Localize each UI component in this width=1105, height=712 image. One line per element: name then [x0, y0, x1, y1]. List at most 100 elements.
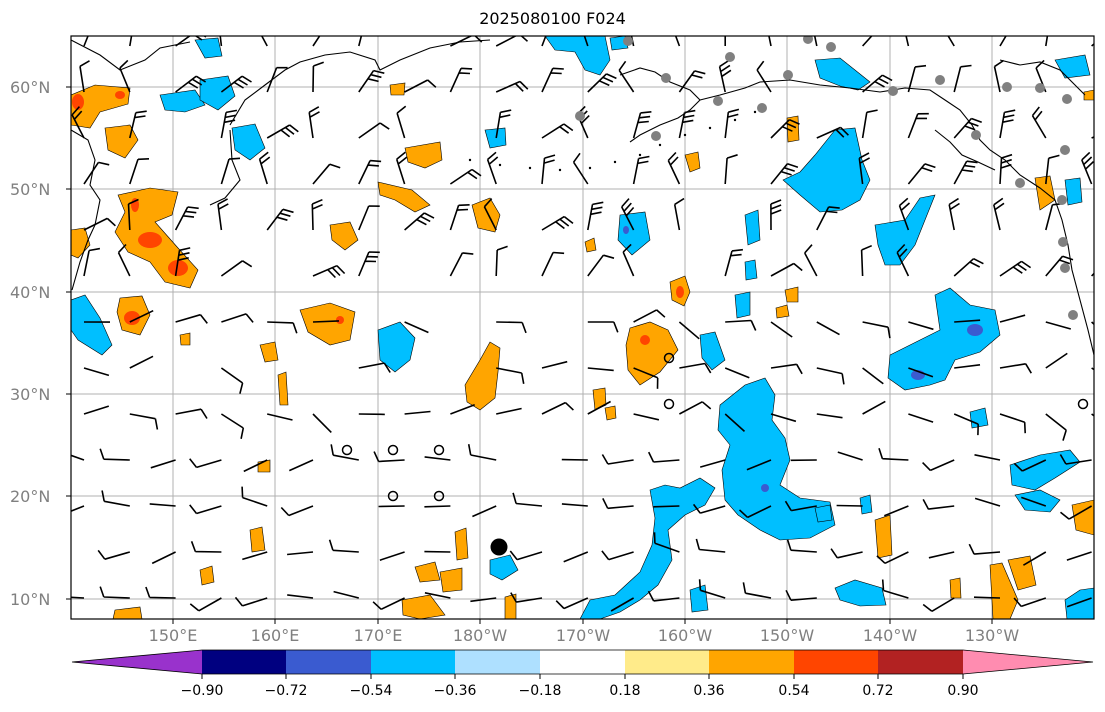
lon-label: 160°E [250, 626, 300, 645]
wind-barb [724, 367, 750, 379]
wind-barb [151, 551, 176, 565]
wind-barb [953, 413, 979, 436]
wind-barb [101, 490, 130, 507]
wind-barb [928, 551, 955, 559]
wind-barb [572, 152, 589, 185]
wind-barb [483, 198, 497, 231]
wind-barb [496, 407, 522, 415]
wind-barb [673, 197, 685, 231]
wind-barb [1066, 597, 1092, 608]
wind-barb [175, 313, 208, 324]
wind-barb [858, 152, 870, 185]
wind-barb [770, 363, 803, 375]
wind-barb [541, 251, 565, 277]
wind-barb [678, 321, 700, 340]
wind-barb [803, 244, 818, 277]
wind-barb [150, 459, 176, 469]
wind-barb [280, 505, 314, 517]
wind-barb [653, 532, 680, 553]
wind-barb [189, 458, 222, 469]
colorbar-segment [455, 650, 540, 674]
wind-barb [486, 151, 499, 185]
strong-positive-cores [72, 91, 684, 345]
wind-barb [907, 163, 936, 185]
wind-barb [1013, 597, 1047, 608]
wind-barb [724, 248, 743, 277]
wind-barb [217, 198, 229, 231]
colorbar-extend-right [963, 650, 1093, 674]
wind-barb [768, 36, 772, 47]
wind-barb [601, 454, 634, 465]
wind-barb [908, 321, 934, 331]
wind-barb [633, 367, 659, 389]
lat-label: 60°N [10, 78, 51, 97]
wind-barb [632, 155, 650, 185]
colorbar-tick-label: −0.54 [349, 683, 393, 699]
wind-barb [449, 168, 482, 185]
wind-barb [404, 79, 437, 93]
wind-barb [119, 59, 131, 93]
wind-barb [145, 586, 176, 599]
wind-barb [1045, 154, 1060, 185]
colorbar-segment [878, 650, 963, 674]
wind-barb [785, 589, 817, 601]
wind-barb [816, 206, 840, 231]
wind-barb [896, 243, 910, 277]
wind-barb [495, 80, 529, 93]
wind-barb [953, 64, 972, 93]
wind-barb [725, 319, 757, 331]
wind-barb [816, 321, 840, 336]
wind-barb [328, 539, 359, 553]
wind-barb [770, 262, 803, 277]
wind-barb [83, 247, 101, 277]
lat-label: 40°N [10, 283, 51, 302]
wind-barb [129, 413, 159, 430]
gridlines [71, 36, 1094, 619]
wind-barb [724, 154, 738, 185]
lon-label: 160°W [657, 626, 713, 645]
wind-barb [698, 579, 726, 599]
wind-barb [633, 413, 660, 421]
wind-barb [312, 36, 321, 47]
wind-barb [770, 163, 799, 185]
colorbar-segment [540, 650, 625, 674]
wind-barb [267, 413, 293, 421]
wind-barb [816, 413, 843, 419]
wind-barb [1081, 151, 1094, 185]
wind-barb [312, 264, 346, 279]
wind-barb [467, 444, 497, 461]
colorbar-segment [625, 650, 710, 674]
wind-barb [587, 321, 619, 333]
wind-barb [404, 410, 431, 415]
wind-barb [496, 321, 527, 334]
wind-barb [71, 505, 85, 512]
wind-barb [881, 579, 909, 599]
wind-barb [1045, 321, 1072, 330]
wind-barb [358, 362, 391, 373]
wind-barb [221, 313, 254, 323]
wind-barb [378, 505, 405, 508]
wind-barb [746, 459, 772, 471]
wind-barb [424, 505, 451, 508]
wind-barb [424, 592, 451, 599]
wind-barb [738, 505, 772, 519]
wind-barb [563, 551, 589, 563]
wind-barb [555, 597, 589, 610]
wind-barb [129, 309, 154, 323]
wind-barb [954, 319, 981, 323]
colorbar-tick-label: 0.36 [693, 683, 725, 699]
wind-barb [674, 36, 681, 47]
wind-barb [836, 504, 863, 507]
colorbar-segment [371, 650, 456, 674]
wind-barb [541, 360, 568, 369]
wind-barb [449, 252, 474, 277]
wind-barb [129, 158, 150, 185]
wind-barb [333, 590, 359, 599]
wind-barb [908, 413, 934, 423]
colorbar-segment [794, 650, 879, 674]
wind-barb [219, 36, 223, 47]
wind-barb [175, 75, 207, 93]
wind-barb [495, 245, 508, 277]
wind-barb [576, 105, 590, 139]
colorbar-tick-label: −0.72 [264, 683, 308, 699]
